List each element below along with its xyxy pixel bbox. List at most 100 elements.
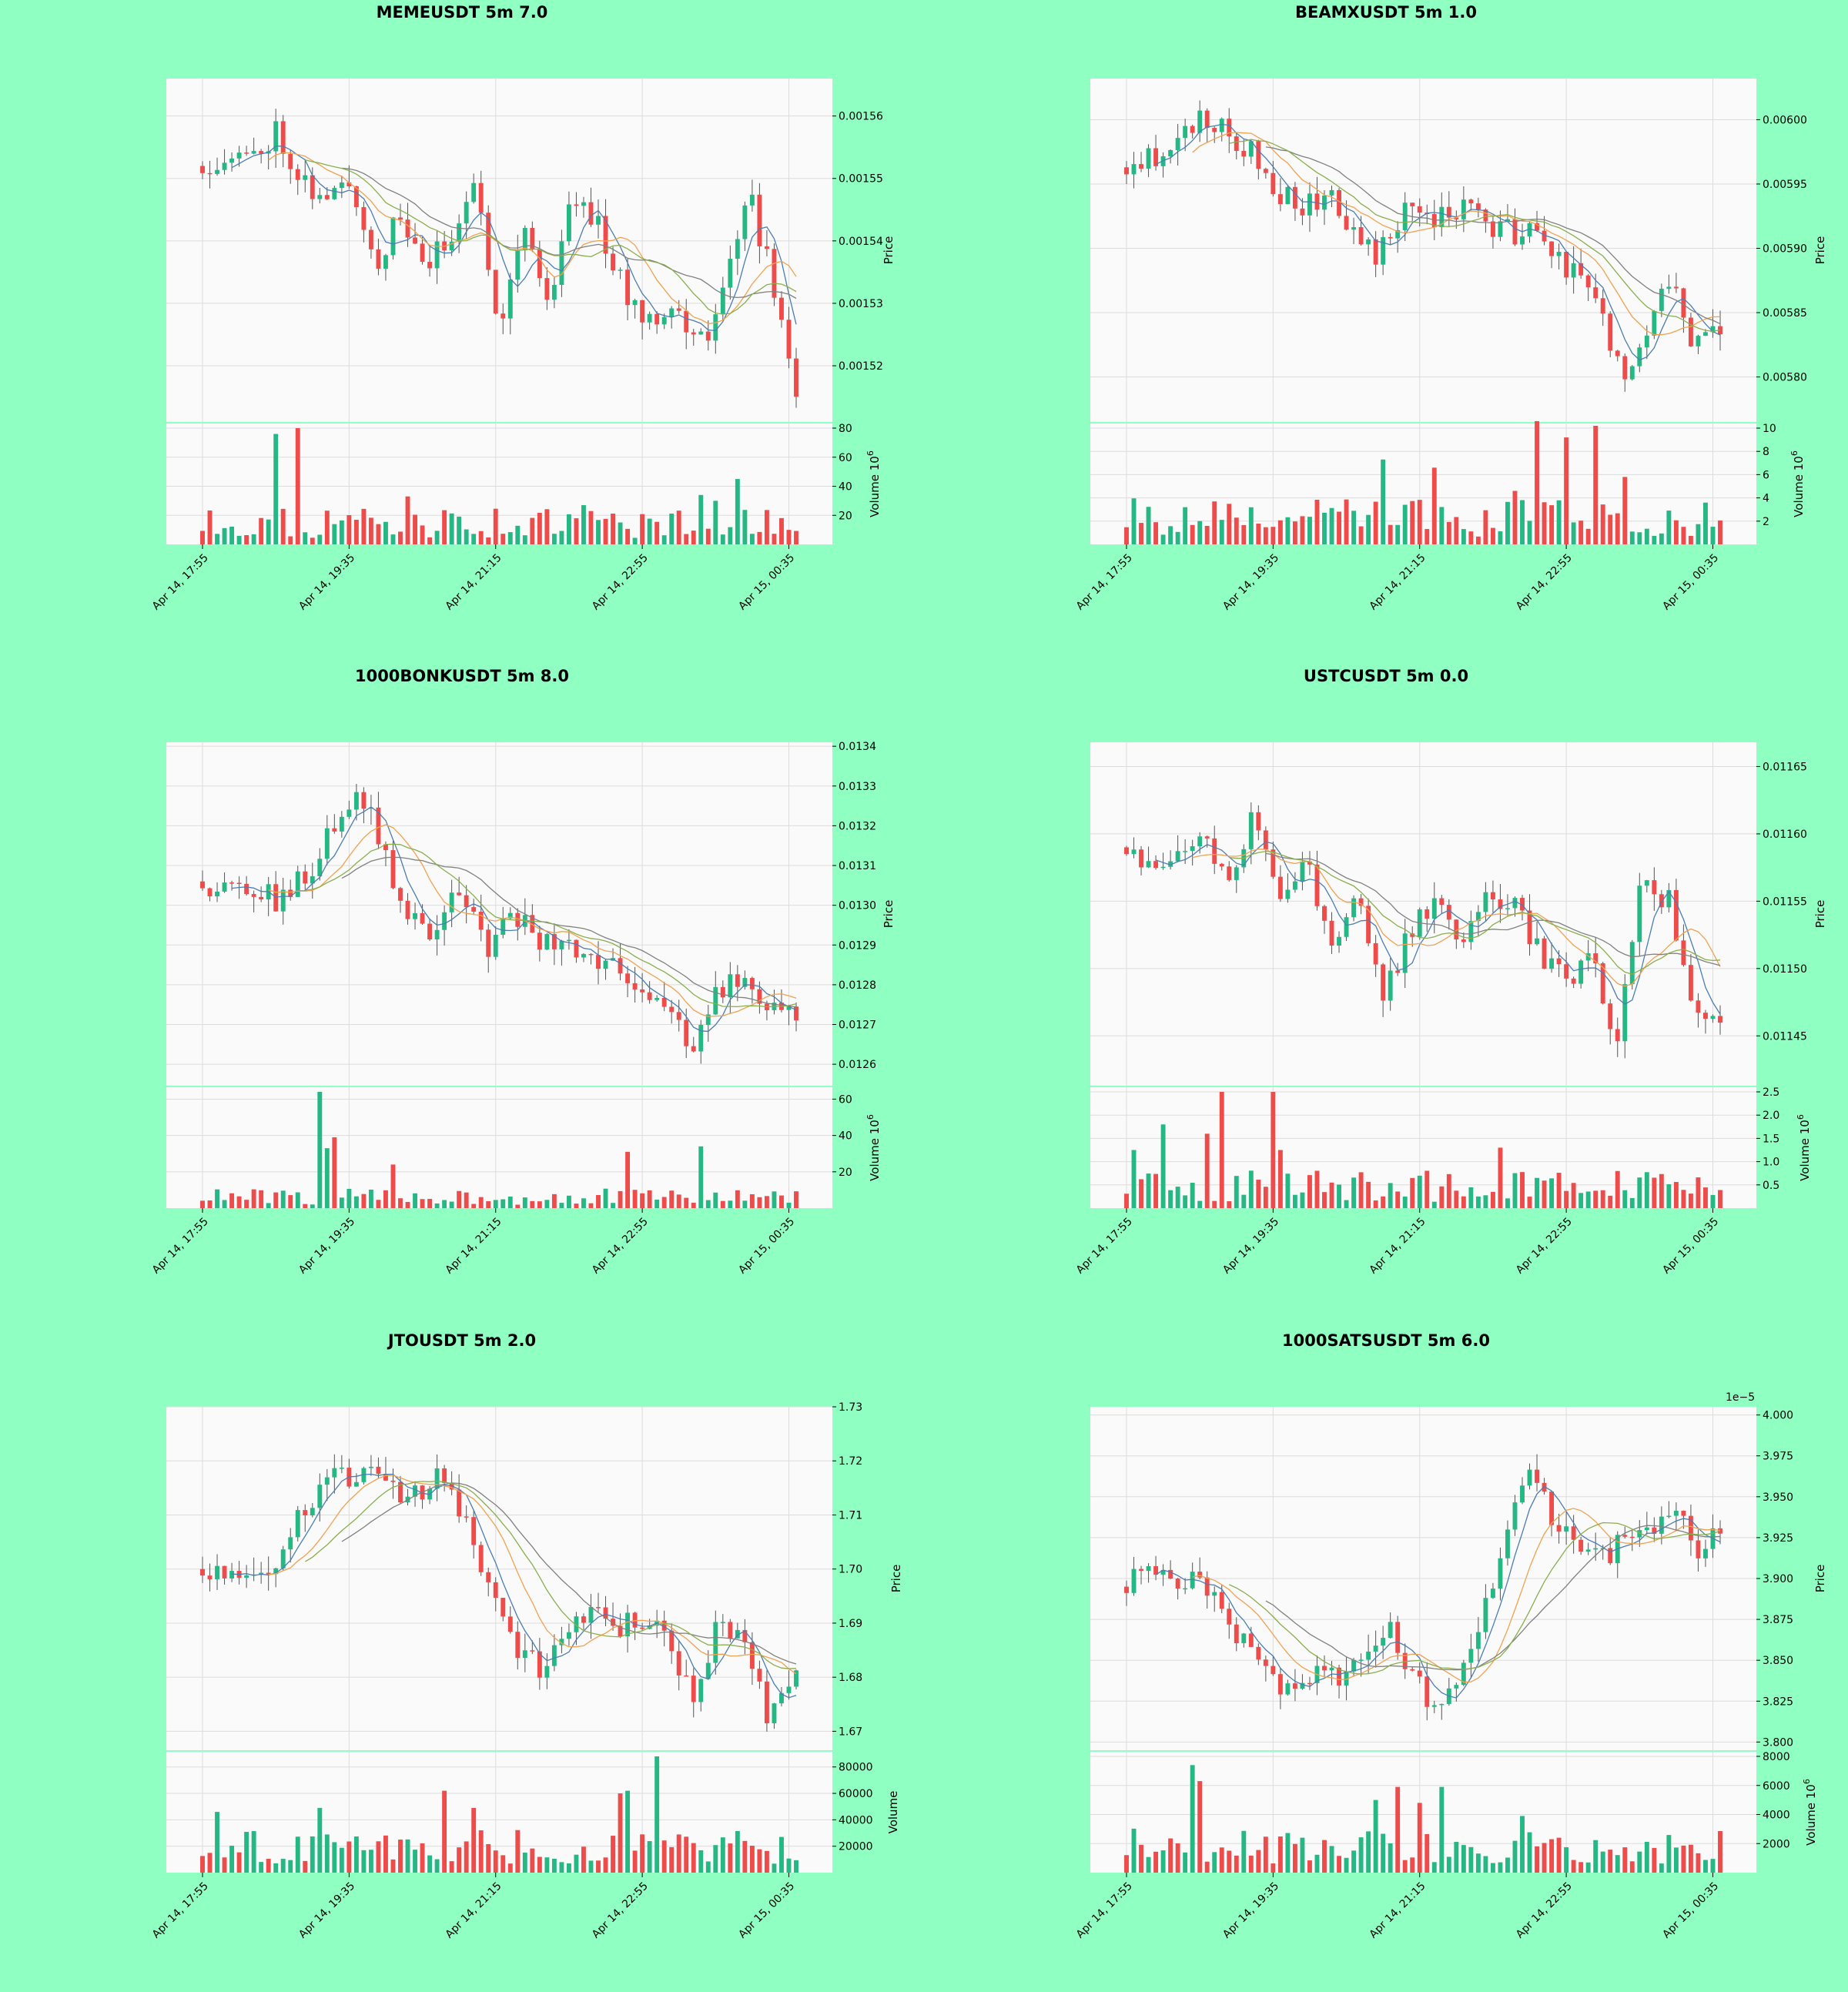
candle-body: [303, 871, 308, 884]
candle-body: [661, 997, 667, 1007]
volume-bar: [1373, 1200, 1378, 1208]
volume-tick-label: 4: [1763, 493, 1769, 505]
volume-bar: [1542, 502, 1547, 544]
candle-body: [1388, 970, 1393, 1001]
candle-body: [295, 871, 300, 897]
price-tick-label: 0.00580: [1763, 372, 1807, 384]
volume-bar: [317, 1092, 323, 1208]
volume-bar: [772, 1863, 777, 1873]
volume-bar: [1475, 536, 1481, 544]
volume-bar: [266, 519, 271, 544]
candle-body: [1549, 241, 1555, 256]
volume-bar: [1204, 1861, 1210, 1873]
candle-body: [661, 1620, 667, 1631]
volume-bar: [434, 531, 440, 544]
candle-body: [413, 912, 417, 919]
candle-body: [1212, 128, 1217, 132]
moving-average-line: [268, 824, 797, 1017]
volume-bar: [566, 514, 571, 544]
volume-bar: [420, 525, 425, 544]
volume-bar: [764, 1850, 769, 1873]
candle-body: [1168, 149, 1173, 156]
volume-bar: [522, 1197, 527, 1208]
moving-average-line: [1265, 146, 1721, 325]
volume-bar: [383, 1835, 388, 1873]
candle-body: [1703, 1548, 1708, 1558]
volume-bar: [295, 1836, 300, 1873]
candle-body: [361, 1468, 367, 1482]
x-tick-label: Apr 14, 17:55: [150, 1880, 211, 1941]
candle-body: [713, 1622, 718, 1663]
candlestick-chart: 0.01145 0.01150 0.01155 0.01160 0.01165 0.5 1.…: [1074, 742, 1827, 1277]
candle-body: [1571, 978, 1576, 984]
candle-body: [1153, 1566, 1159, 1575]
volume-bar: [1212, 1852, 1217, 1873]
volume-bar: [390, 534, 396, 544]
candle-body: [324, 828, 330, 859]
candle-body: [464, 895, 469, 908]
x-tick-label: Apr 15, 00:35: [1660, 1880, 1721, 1941]
candle-body: [1512, 219, 1518, 245]
candle-body: [1175, 138, 1180, 150]
volume-bar: [588, 1203, 594, 1208]
candle-body: [420, 243, 425, 263]
moving-average-line: [305, 843, 797, 1008]
volume-bar: [1183, 507, 1188, 544]
volume-bar: [324, 1148, 330, 1208]
volume-bar: [742, 510, 748, 544]
candle-body: [383, 255, 388, 269]
volume-bar: [1424, 1170, 1430, 1208]
volume-bar: [486, 1843, 491, 1873]
volume-bar: [1234, 1176, 1239, 1208]
candle-body: [1219, 863, 1224, 867]
volume-bar: [713, 501, 718, 544]
candle-body: [1124, 167, 1129, 175]
candle-body: [1248, 1633, 1254, 1647]
candle-body: [1373, 942, 1378, 965]
candle-body: [566, 1632, 571, 1639]
candle-body: [420, 912, 425, 924]
volume-bar: [1520, 500, 1525, 544]
volume-bar: [551, 1858, 557, 1873]
candle-body: [632, 1612, 638, 1628]
candle-body: [1505, 1529, 1510, 1558]
candle-body: [324, 1477, 330, 1485]
candle-body: [478, 182, 484, 213]
candle-body: [1256, 812, 1261, 831]
price-tick-label: 0.0127: [839, 1019, 876, 1032]
volume-bar: [1204, 525, 1210, 544]
candle-body: [537, 249, 542, 279]
candle-body: [1277, 194, 1283, 205]
x-tick-label: Apr 15, 00:35: [736, 1880, 797, 1941]
candle-body: [530, 227, 535, 250]
candle-body: [368, 229, 373, 249]
candle-body: [1270, 849, 1276, 877]
candle-body: [1688, 1515, 1693, 1541]
volume-bar: [427, 1199, 433, 1208]
volume-bar: [1139, 1179, 1143, 1208]
volume-bar: [779, 1836, 784, 1873]
volume-bar: [259, 1190, 264, 1208]
candle-body: [251, 894, 256, 897]
volume-bar: [640, 1834, 645, 1873]
volume-bar: [705, 1861, 711, 1873]
candle-body: [288, 889, 293, 897]
volume-bar: [368, 1189, 373, 1208]
candle-body: [772, 1703, 777, 1724]
volume-bar: [1270, 1863, 1276, 1873]
candle-body: [1490, 892, 1495, 900]
candle-body: [1490, 1589, 1495, 1599]
candle-body: [705, 331, 711, 341]
volume-bar: [207, 1200, 213, 1208]
candle-body: [1696, 1000, 1701, 1013]
volume-bar: [786, 1202, 792, 1208]
volume-bar: [1204, 1133, 1210, 1208]
candle-body: [1270, 172, 1276, 195]
volume-bar: [676, 1194, 681, 1208]
moving-average-line: [1265, 852, 1721, 966]
volume-bar: [1637, 1851, 1642, 1873]
volume-bar: [1314, 1170, 1320, 1208]
candle-body: [640, 1627, 645, 1629]
volume-bar: [1366, 1831, 1371, 1873]
volume-bar: [772, 534, 777, 544]
